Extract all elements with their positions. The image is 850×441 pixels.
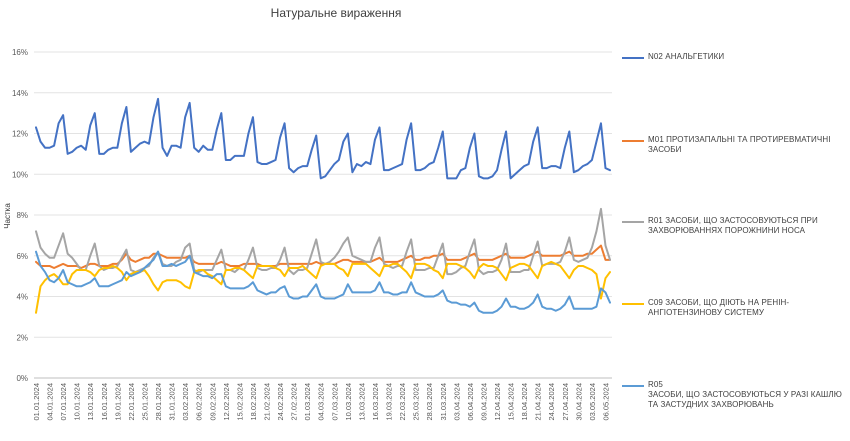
legend-swatch-r05 [622, 385, 644, 387]
x-tick-label: 19.01.2024 [113, 383, 122, 421]
x-tick-label: 18.02.2024 [249, 383, 258, 421]
legend-item-c09[interactable]: C09 ЗАСОБИ, ЩО ДІЮТЬ НА РЕНІН-АНГІОТЕНЗИ… [622, 298, 850, 318]
x-tick-label: 03.04.2024 [452, 383, 461, 421]
x-tick-label: 31.03.2024 [439, 383, 448, 421]
gridlines [34, 51, 612, 379]
y-tick-label: 0% [16, 374, 28, 383]
x-tick-label: 21.02.2024 [263, 383, 272, 421]
x-tick-label: 04.03.2024 [317, 383, 326, 421]
legend-item-r05[interactable]: R05 ЗАСОБИ, ЩО ЗАСТОСОВУЮТЬСЯ У РАЗІ КАШ… [622, 380, 850, 410]
y-tick-label: 8% [16, 211, 28, 220]
x-tick-label: 06.02.2024 [195, 383, 204, 421]
legend-item-n02[interactable]: N02 АНАЛЬГЕТИКИ [622, 52, 850, 62]
x-tick-label: 13.03.2024 [357, 383, 366, 421]
y-tick-label: 2% [16, 333, 28, 342]
x-tick-label: 12.04.2024 [493, 383, 502, 421]
y-tick-label: 12% [12, 130, 28, 139]
x-tick-label: 07.03.2024 [330, 383, 339, 421]
legend-label-n02: N02 АНАЛЬГЕТИКИ [648, 52, 725, 61]
series-line-3 [35, 260, 611, 314]
x-tick-label: 10.03.2024 [344, 383, 353, 421]
x-tick-label: 31.01.2024 [168, 383, 177, 421]
legend-label-r01: R01 ЗАСОБИ, ЩО ЗАСТОСОВУЮТЬСЯ ПРИ ЗАХВОР… [648, 216, 818, 235]
x-tick-label: 15.02.2024 [235, 383, 244, 421]
y-tick-label: 6% [16, 252, 28, 261]
x-tick-label: 28.01.2024 [154, 383, 163, 421]
x-tick-label: 24.02.2024 [276, 383, 285, 421]
x-axis-ticks: 01.01.2024 04.01.2024 07.01.2024 10.01.2024… [32, 383, 610, 421]
x-tick-label: 21.04.2024 [534, 383, 543, 421]
x-tick-label: 27.04.2024 [561, 383, 570, 421]
x-tick-label: 06.04.2024 [466, 383, 475, 421]
y-axis-label: Частка [3, 203, 12, 229]
legend-label-r05: R05 ЗАСОБИ, ЩО ЗАСТОСОВУЮТЬСЯ У РАЗІ КАШ… [648, 380, 842, 409]
x-tick-label: 15.04.2024 [507, 383, 516, 421]
x-tick-label: 09.04.2024 [479, 383, 488, 421]
series-line-0 [35, 97, 611, 180]
x-tick-label: 25.01.2024 [140, 383, 149, 421]
x-tick-label: 27.02.2024 [290, 383, 299, 421]
y-tick-label: 16% [12, 48, 28, 57]
x-tick-label: 10.01.2024 [73, 383, 82, 421]
legend: N02 АНАЛЬГЕТИКИ M01 ПРОТИЗАПАЛЬНІ ТА ПРО… [622, 0, 850, 436]
x-tick-label: 28.03.2024 [425, 383, 434, 421]
x-tick-label: 03.05.2024 [588, 383, 597, 421]
legend-swatch-r01 [622, 221, 644, 223]
chart-title: Натуральне вираження [271, 6, 402, 20]
legend-swatch-n02 [622, 57, 644, 59]
x-tick-label: 07.01.2024 [59, 383, 68, 421]
x-tick-label: 22.01.2024 [127, 383, 136, 421]
x-tick-label: 18.04.2024 [520, 383, 529, 421]
legend-swatch-m01 [622, 140, 644, 142]
series-line-2 [35, 207, 611, 276]
x-tick-label: 03.02.2024 [181, 383, 190, 421]
x-tick-label: 09.02.2024 [208, 383, 217, 421]
series-lines [35, 97, 611, 314]
legend-swatch-c09 [622, 303, 644, 305]
x-tick-label: 06.05.2024 [601, 383, 610, 421]
x-tick-label: 01.03.2024 [303, 383, 312, 421]
x-tick-label: 19.03.2024 [385, 383, 394, 421]
series-line-4 [35, 250, 611, 314]
legend-label-m01: M01 ПРОТИЗАПАЛЬНІ ТА ПРОТИРЕВМАТИЧНІ ЗАС… [648, 135, 831, 154]
x-tick-label: 13.01.2024 [86, 383, 95, 421]
x-tick-label: 25.03.2024 [412, 383, 421, 421]
legend-item-m01[interactable]: M01 ПРОТИЗАПАЛЬНІ ТА ПРОТИРЕВМАТИЧНІ ЗАС… [622, 135, 850, 155]
x-tick-label: 01.01.2024 [32, 383, 41, 421]
y-axis-ticks: 0% 2% 4% 6% 8% 10% 12% 14% 16% [12, 48, 28, 383]
y-tick-label: 10% [12, 170, 28, 179]
x-tick-label: 16.01.2024 [100, 383, 109, 421]
x-tick-label: 16.03.2024 [371, 383, 380, 421]
y-tick-label: 14% [12, 89, 28, 98]
x-tick-label: 24.04.2024 [547, 383, 556, 421]
x-tick-label: 04.01.2024 [46, 383, 55, 421]
x-tick-label: 12.02.2024 [222, 383, 231, 421]
legend-item-r01[interactable]: R01 ЗАСОБИ, ЩО ЗАСТОСОВУЮТЬСЯ ПРИ ЗАХВОР… [622, 216, 850, 236]
x-tick-label: 22.03.2024 [398, 383, 407, 421]
x-tick-label: 30.04.2024 [574, 383, 583, 421]
y-tick-label: 4% [16, 293, 28, 302]
legend-label-c09: C09 ЗАСОБИ, ЩО ДІЮТЬ НА РЕНІН-АНГІОТЕНЗИ… [648, 298, 790, 317]
